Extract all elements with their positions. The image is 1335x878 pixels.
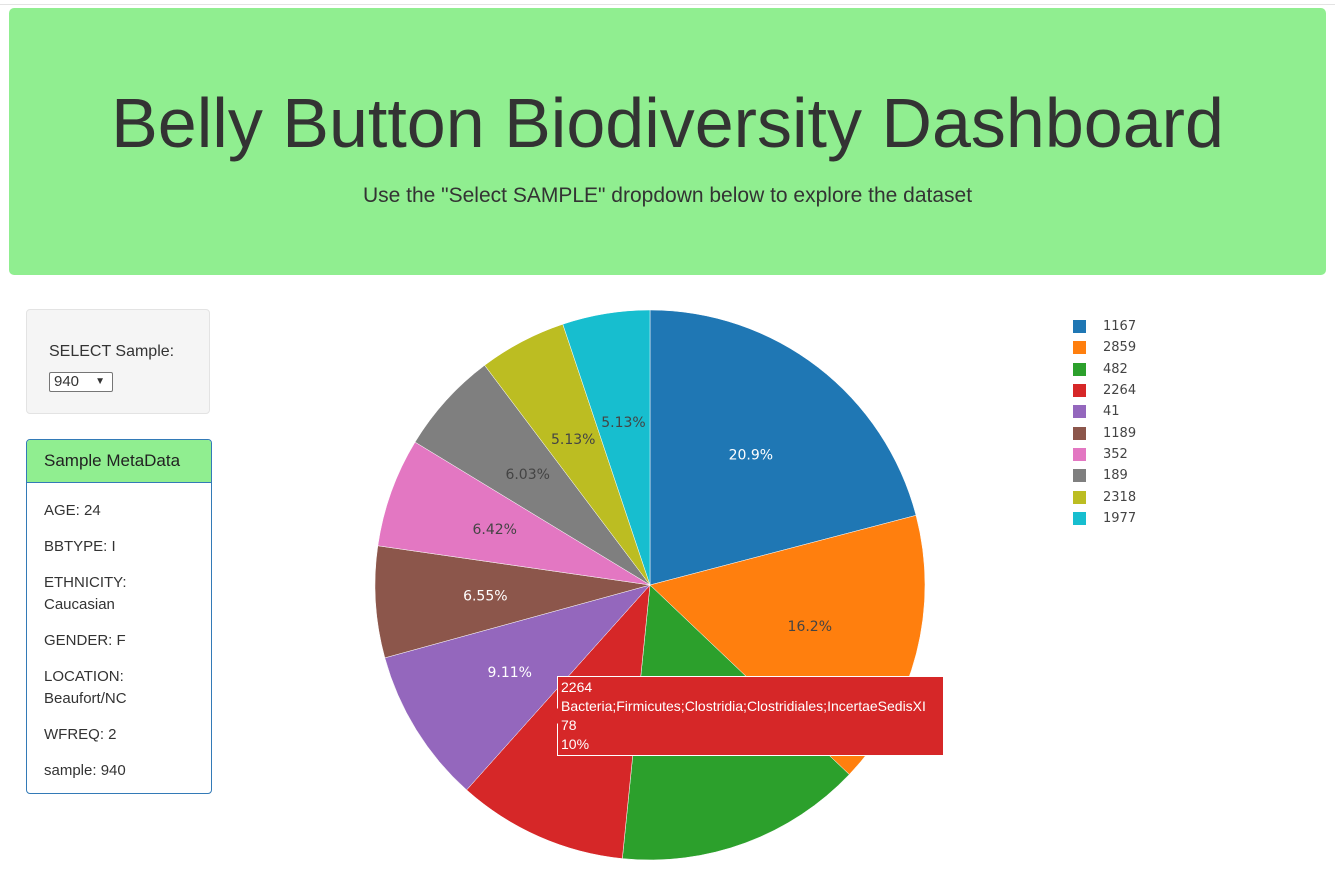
sample-metadata-panel: Sample MetaData AGE: 24 BBTYPE: I ETHNIC… (26, 439, 212, 794)
legend-swatch (1073, 469, 1086, 483)
legend-swatch (1073, 490, 1086, 504)
page-title: Belly Button Biodiversity Dashboard (111, 84, 1224, 162)
tooltip-line-taxonomy: Bacteria;Firmicutes;Clostridia;Clostridi… (561, 698, 926, 714)
pie-slice-41[interactable] (384, 584, 651, 791)
legend-swatch (1073, 511, 1086, 525)
legend-label: 352 (1103, 446, 1128, 462)
legend-label: 1167 (1103, 319, 1137, 335)
legend-swatch (1073, 362, 1086, 376)
legend-swatch (1073, 426, 1086, 440)
sample-selector-panel: SELECT Sample: 940 ▼ (26, 309, 210, 414)
legend-item-1167[interactable]: 1167 (1073, 316, 1136, 337)
slice-hover-tooltip: 2264 Bacteria;Firmicutes;Clostridia;Clos… (550, 676, 944, 756)
legend-item-1189[interactable]: 1189 (1073, 422, 1136, 443)
legend-item-352[interactable]: 352 (1073, 444, 1136, 465)
metadata-item-location: LOCATION: Beaufort/NC (44, 668, 127, 707)
legend-label: 2264 (1103, 383, 1137, 399)
metadata-item-sample: sample: 940 (44, 762, 126, 779)
metadata-body: AGE: 24 BBTYPE: I ETHNICITY: Caucasian G… (27, 483, 211, 782)
pie-slice-1977[interactable] (562, 309, 651, 586)
chevron-down-icon: ▼ (95, 376, 105, 387)
chart-legend: 1167 2859 482 2264 41 1189 352 189 2318 1977 (1073, 316, 1136, 529)
sample-select-dropdown[interactable]: 940 ▼ (49, 372, 113, 392)
metadata-heading: Sample MetaData (27, 440, 211, 483)
legend-swatch (1073, 384, 1086, 398)
page-subtitle: Use the "Select SAMPLE" dropdown below t… (362, 184, 973, 207)
legend-swatch (1073, 405, 1086, 419)
tooltip-line-value: 78 (561, 717, 577, 733)
sample-select-value: 940 (54, 373, 80, 390)
metadata-item-ethnicity: ETHNICITY: Caucasian (44, 574, 127, 613)
legend-swatch (1073, 447, 1086, 461)
legend-item-2318[interactable]: 2318 (1073, 486, 1136, 507)
pie-slice-1167[interactable] (649, 309, 917, 586)
tooltip-line-label: 2264 (561, 679, 593, 695)
legend-item-1977[interactable]: 1977 (1073, 508, 1136, 529)
legend-label: 1977 (1103, 510, 1137, 526)
sample-selector-label: SELECT Sample: (49, 343, 175, 360)
metadata-item-gender: GENDER: F (44, 632, 126, 649)
legend-swatch (1073, 341, 1086, 355)
tooltip-line-percent: 10% (561, 736, 590, 752)
tooltip-pointer (550, 708, 558, 724)
legend-swatch (1073, 320, 1086, 334)
legend-label: 1189 (1103, 425, 1137, 441)
metadata-item-wfreq: WFREQ: 2 (44, 726, 117, 743)
legend-item-41[interactable]: 41 (1073, 401, 1136, 422)
legend-item-2859[interactable]: 2859 (1073, 337, 1136, 358)
dashboard-header: Belly Button Biodiversity Dashboard Use … (9, 8, 1326, 275)
legend-item-482[interactable]: 482 (1073, 359, 1136, 380)
top-divider (0, 4, 1335, 5)
pie-slice-1189[interactable] (374, 545, 651, 659)
legend-item-2264[interactable]: 2264 (1073, 380, 1136, 401)
metadata-item-bbtype: BBTYPE: I (44, 538, 116, 555)
metadata-item-age: AGE: 24 (44, 502, 101, 519)
legend-label: 189 (1103, 468, 1128, 484)
legend-label: 482 (1103, 361, 1128, 377)
legend-label: 41 (1103, 404, 1120, 420)
legend-label: 2318 (1103, 489, 1137, 505)
pie-slice-352[interactable] (377, 441, 651, 586)
legend-item-189[interactable]: 189 (1073, 465, 1136, 486)
legend-label: 2859 (1103, 340, 1137, 356)
